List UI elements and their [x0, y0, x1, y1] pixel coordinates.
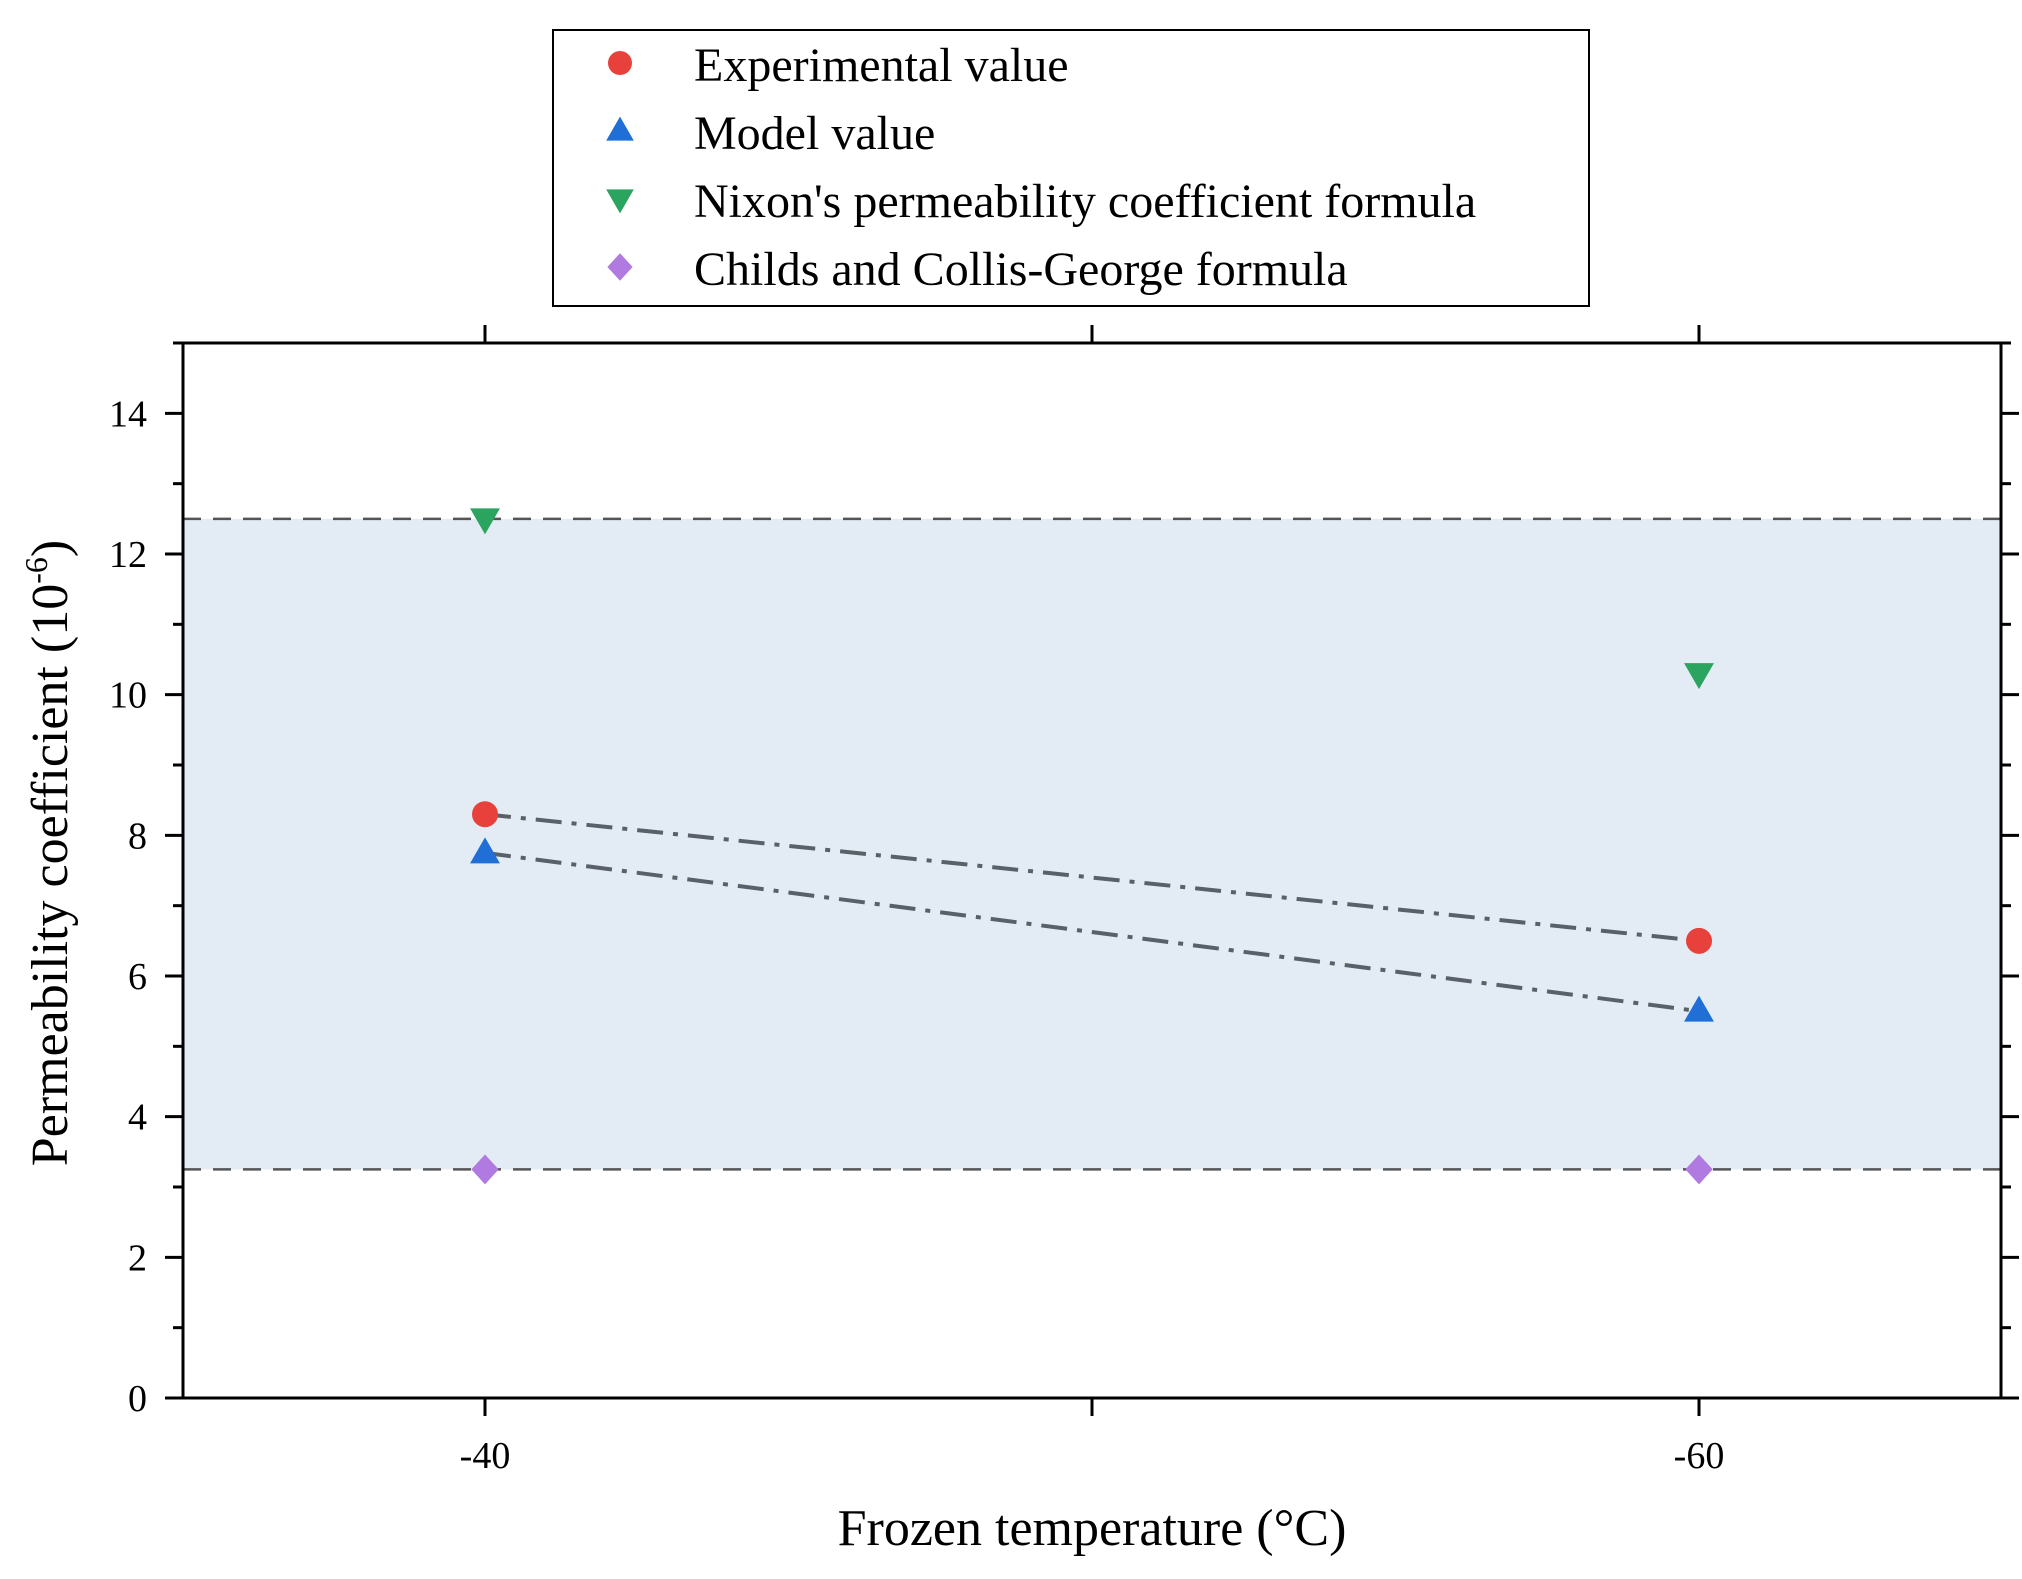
- data-point: [470, 508, 500, 535]
- data-point: [472, 801, 498, 828]
- data-point: [1686, 927, 1712, 954]
- data-markers: [470, 508, 1714, 1185]
- legend-marker: [606, 189, 634, 214]
- y-tick-label: 0: [128, 1378, 147, 1420]
- series-connectors: [484, 812, 1700, 1014]
- y-tick-label: 8: [128, 815, 147, 857]
- legend-label: Experimental value: [694, 39, 1069, 92]
- y-tick-label: 2: [128, 1237, 147, 1279]
- data-point: [1685, 1154, 1713, 1185]
- legend: Experimental value Model value Nixon's per…: [552, 29, 1590, 307]
- data-point: [471, 1154, 499, 1185]
- legend-label: Model value: [694, 107, 935, 160]
- range-band: [183, 518, 2001, 1170]
- y-axis-title-superscript: -6: [18, 557, 54, 584]
- legend-label: Nixon's permeability coefficient formula: [694, 175, 1476, 228]
- legend-box: [552, 29, 1590, 307]
- y-axis-title: Permeability coefficient (10-6): [18, 540, 79, 1166]
- data-point: [1684, 663, 1714, 690]
- data-point: [1684, 995, 1714, 1022]
- y-tick-label: 14: [109, 393, 147, 435]
- legend-label: Childs and Collis-George formula: [694, 243, 1348, 296]
- series-connector-line: [484, 850, 1700, 1014]
- x-axis-title: Frozen temperature (°C): [838, 1500, 1347, 1557]
- y-axis-title-suffix: ): [22, 540, 79, 557]
- y-tick-label: 10: [109, 675, 147, 717]
- x-tick-label: -40: [460, 1435, 511, 1477]
- y-tick-label: 4: [128, 1097, 147, 1139]
- y-axis-title-main: Permeability coefficient (10: [22, 584, 79, 1166]
- data-point: [470, 837, 500, 864]
- x-axis-ticks: -40 -60: [460, 325, 1725, 1477]
- legend-marker: [606, 116, 634, 141]
- x-tick-label: -60: [1674, 1435, 1725, 1477]
- y-tick-label: 12: [109, 534, 147, 576]
- legend-marker: [608, 51, 632, 75]
- y-axis-ticks: 0 2 4 6 8 10 12 14: [109, 341, 2019, 1420]
- legend-marker: [607, 253, 633, 281]
- y-tick-label: 6: [128, 956, 147, 998]
